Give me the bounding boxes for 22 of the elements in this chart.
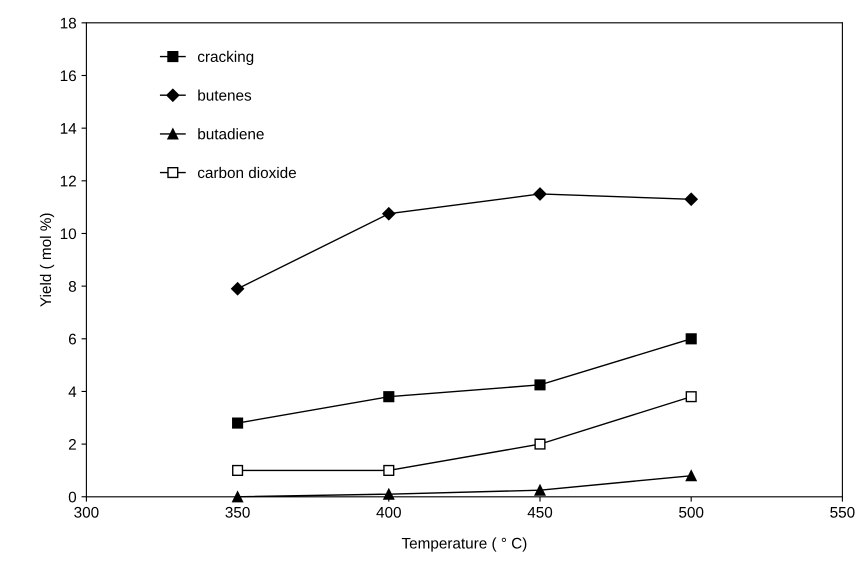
y-tick-label: 2 bbox=[68, 438, 76, 450]
y-tick-label: 12 bbox=[60, 176, 76, 186]
y-tick-label: 4 bbox=[68, 386, 76, 397]
x-tick-label: 450 bbox=[528, 506, 552, 518]
legend-label: butadiene bbox=[198, 128, 264, 140]
x-tick-label: 550 bbox=[830, 506, 855, 518]
x-axis-title: Temperature ( ° C) bbox=[402, 537, 526, 552]
y-tick-label: 14 bbox=[60, 123, 76, 134]
y-tick-label: 8 bbox=[68, 281, 76, 292]
legend-label: carbon dioxide bbox=[198, 166, 296, 178]
y-tick-label: 6 bbox=[68, 334, 76, 344]
y-tick-label: 16 bbox=[60, 70, 76, 82]
y-tick-label: 10 bbox=[60, 228, 76, 240]
x-tick-label: 400 bbox=[376, 506, 401, 518]
y-tick-label: 18 bbox=[60, 18, 76, 29]
y-tick-label: 0 bbox=[68, 492, 76, 502]
legend-label: cracking bbox=[198, 50, 254, 66]
y-axis-title: Yield ( mol %) bbox=[40, 213, 54, 307]
legend-label: butenes bbox=[198, 89, 252, 101]
x-tick-label: 500 bbox=[679, 506, 704, 518]
x-tick-label: 350 bbox=[225, 506, 250, 518]
x-tick-label: 300 bbox=[74, 506, 99, 518]
